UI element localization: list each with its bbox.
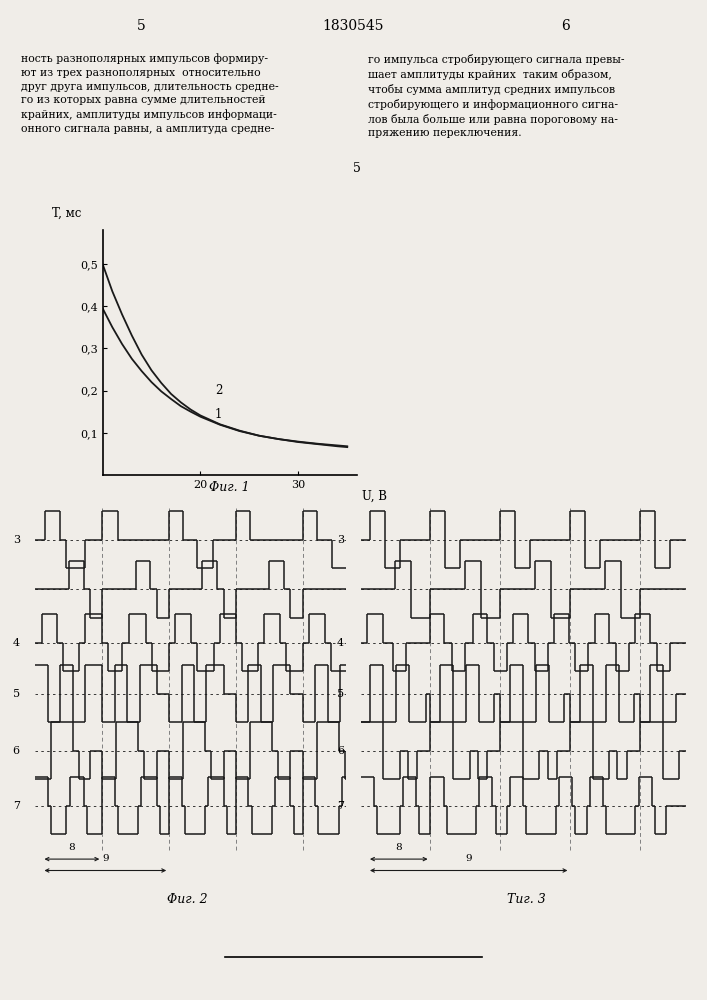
Text: U, В: U, В: [362, 490, 387, 503]
Text: 6: 6: [337, 746, 344, 756]
Text: 9: 9: [465, 854, 472, 863]
Text: 1: 1: [215, 408, 223, 421]
Text: 7: 7: [13, 801, 20, 811]
Text: 6: 6: [561, 19, 570, 33]
Text: 9: 9: [102, 854, 109, 863]
Text: Φиг. 1: Φиг. 1: [209, 481, 250, 494]
Text: T, мс: T, мс: [52, 207, 81, 220]
Text: 8: 8: [69, 842, 75, 852]
Text: 5: 5: [353, 162, 361, 175]
Text: 4: 4: [13, 638, 20, 648]
Text: 5: 5: [137, 19, 146, 33]
Text: 3: 3: [337, 535, 344, 545]
Text: Φиг. 2: Φиг. 2: [167, 893, 208, 906]
Text: Τиг. 3: Τиг. 3: [508, 893, 546, 906]
Text: 5: 5: [337, 689, 344, 699]
Text: 3: 3: [13, 535, 20, 545]
Text: 8: 8: [395, 842, 402, 852]
Text: 6: 6: [13, 746, 20, 756]
Text: го импульса стробирующего сигнала превы-
шает амплитуды крайних  таким образом,
: го импульса стробирующего сигнала превы-…: [368, 54, 624, 138]
Text: ность разнополярных импульсов формиру-
ют из трех разнополярных  относительно
др: ность разнополярных импульсов формиру- ю…: [21, 54, 279, 134]
Text: 5: 5: [13, 689, 20, 699]
Text: 7: 7: [337, 801, 344, 811]
Text: 1830545: 1830545: [323, 19, 384, 33]
Text: 2: 2: [215, 384, 223, 397]
Text: 4: 4: [337, 638, 344, 648]
